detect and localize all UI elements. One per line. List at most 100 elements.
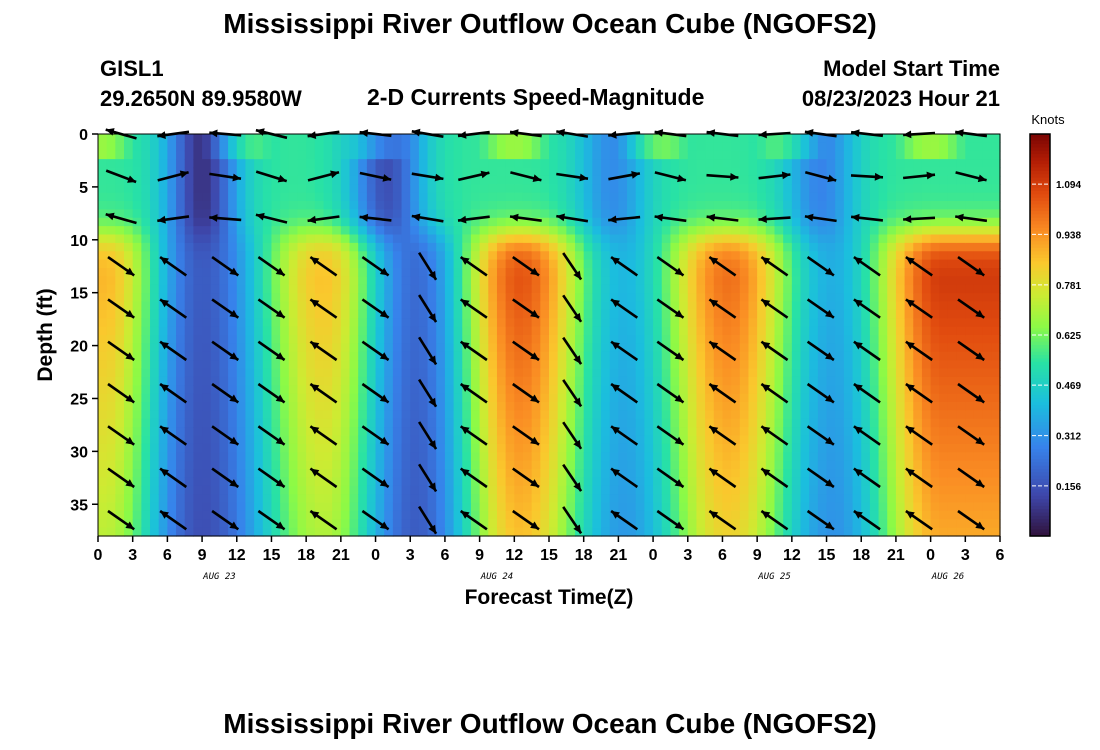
- heatmap-cell: [418, 502, 429, 512]
- heatmap-cell: [575, 242, 585, 252]
- heatmap-cell: [340, 293, 351, 303]
- heatmap-cell: [887, 301, 897, 311]
- heatmap-cell: [835, 293, 845, 303]
- heatmap-cell: [687, 309, 698, 319]
- heatmap-cell: [878, 259, 888, 269]
- heatmap-cell: [444, 477, 455, 487]
- heatmap-cell: [973, 385, 984, 395]
- heatmap-cell: [566, 527, 576, 537]
- heatmap-cell: [566, 335, 576, 344]
- heatmap-cell: [913, 485, 923, 495]
- heatmap-cell: [843, 452, 854, 462]
- heatmap-cell: [453, 376, 463, 386]
- heatmap-cell: [687, 167, 698, 177]
- heatmap-cell: [418, 142, 429, 152]
- heatmap-cell: [800, 376, 810, 386]
- heatmap-cell: [583, 435, 593, 445]
- heatmap-cell: [488, 192, 498, 202]
- heatmap-cell: [436, 192, 446, 202]
- heatmap-cell: [592, 251, 602, 261]
- heatmap-cell: [549, 502, 559, 512]
- heatmap-cell: [176, 494, 186, 504]
- heatmap-cell: [973, 234, 984, 244]
- heatmap-cell: [679, 402, 689, 411]
- heatmap-cell: [852, 418, 862, 428]
- heatmap-cell: [947, 268, 958, 277]
- heatmap-cell: [895, 527, 906, 537]
- heatmap-cell: [774, 360, 784, 370]
- heatmap-cell: [748, 159, 758, 169]
- heatmap-cell: [98, 393, 108, 403]
- heatmap-cell: [921, 402, 932, 411]
- heatmap-cell: [496, 192, 507, 202]
- heatmap-cell: [757, 142, 767, 152]
- heatmap-cell: [297, 510, 307, 520]
- heatmap-cell: [757, 234, 767, 244]
- heatmap-cell: [141, 510, 151, 520]
- heatmap-cell: [930, 477, 940, 487]
- heatmap-cell: [696, 192, 706, 202]
- heatmap-cell: [609, 519, 619, 529]
- heatmap-cell: [783, 385, 793, 395]
- heatmap-cell: [418, 443, 429, 453]
- heatmap-cell: [488, 368, 498, 378]
- heatmap-cell: [601, 318, 611, 328]
- heatmap-cell: [514, 242, 524, 252]
- heatmap-cell: [323, 443, 333, 453]
- heatmap-cell: [349, 201, 359, 210]
- heatmap-cell: [228, 293, 238, 303]
- heatmap-cell: [835, 385, 845, 395]
- heatmap-cell: [297, 192, 307, 202]
- heatmap-cell: [228, 443, 238, 453]
- heatmap-cell: [410, 477, 420, 487]
- heatmap-cell: [531, 184, 541, 194]
- heatmap-cell: [644, 326, 654, 336]
- heatmap-cell: [436, 443, 446, 453]
- heatmap-cell: [705, 469, 715, 478]
- heatmap-cell: [184, 452, 194, 462]
- heatmap-cell: [418, 435, 429, 445]
- heatmap-cell: [436, 142, 446, 152]
- heatmap-cell: [210, 335, 221, 344]
- heatmap-cell: [375, 318, 385, 328]
- heatmap-cell: [670, 293, 680, 303]
- heatmap-cell: [930, 343, 940, 353]
- heatmap-cell: [601, 301, 611, 311]
- heatmap-cell: [167, 443, 177, 453]
- heatmap-cell: [930, 393, 940, 403]
- heatmap-cell: [245, 452, 255, 462]
- heatmap-cell: [644, 276, 654, 286]
- heatmap-cell: [444, 527, 455, 537]
- heatmap-cell: [98, 402, 108, 411]
- heatmap-cell: [314, 150, 325, 160]
- heatmap-cell: [184, 175, 194, 185]
- heatmap-cell: [627, 485, 637, 495]
- heatmap-cell: [314, 159, 325, 169]
- heatmap-cell: [245, 485, 255, 495]
- heatmap-cell: [731, 226, 741, 236]
- heatmap-cell: [731, 175, 741, 185]
- heatmap-cell: [288, 343, 299, 353]
- heatmap-cell: [731, 259, 741, 269]
- heatmap-cell: [280, 527, 290, 537]
- heatmap-cell: [453, 217, 463, 227]
- heatmap-cell: [444, 175, 455, 185]
- heatmap-cell: [202, 309, 212, 319]
- heatmap-cell: [514, 309, 524, 319]
- heatmap-cell: [835, 402, 845, 411]
- heatmap-cell: [98, 427, 108, 437]
- heatmap-cell: [878, 469, 888, 478]
- heatmap-cell: [115, 368, 125, 378]
- heatmap-cell: [132, 150, 142, 160]
- heatmap-cell: [774, 326, 784, 336]
- heatmap-cell: [219, 443, 229, 453]
- heatmap-cell: [757, 159, 767, 169]
- heatmap-cell: [869, 452, 880, 462]
- heatmap-cell: [869, 276, 880, 286]
- heatmap-cell: [141, 142, 151, 152]
- heatmap-cell: [861, 326, 871, 336]
- heatmap-cell: [271, 217, 281, 227]
- heatmap-cell: [210, 351, 221, 361]
- heatmap-cell: [401, 527, 411, 537]
- heatmap-cell: [427, 184, 437, 194]
